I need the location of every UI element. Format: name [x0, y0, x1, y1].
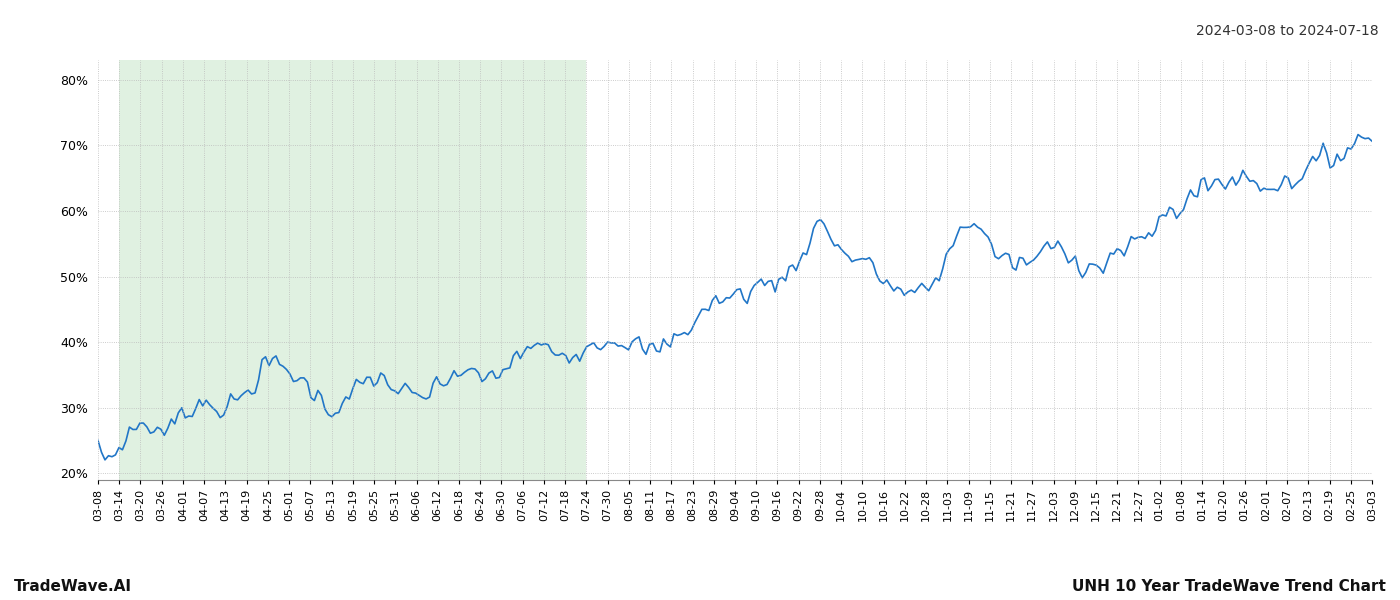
Text: TradeWave.AI: TradeWave.AI [14, 579, 132, 594]
Bar [119, 60, 587, 480]
Text: 2024-03-08 to 2024-07-18: 2024-03-08 to 2024-07-18 [1197, 24, 1379, 38]
Text: UNH 10 Year TradeWave Trend Chart: UNH 10 Year TradeWave Trend Chart [1072, 579, 1386, 594]
